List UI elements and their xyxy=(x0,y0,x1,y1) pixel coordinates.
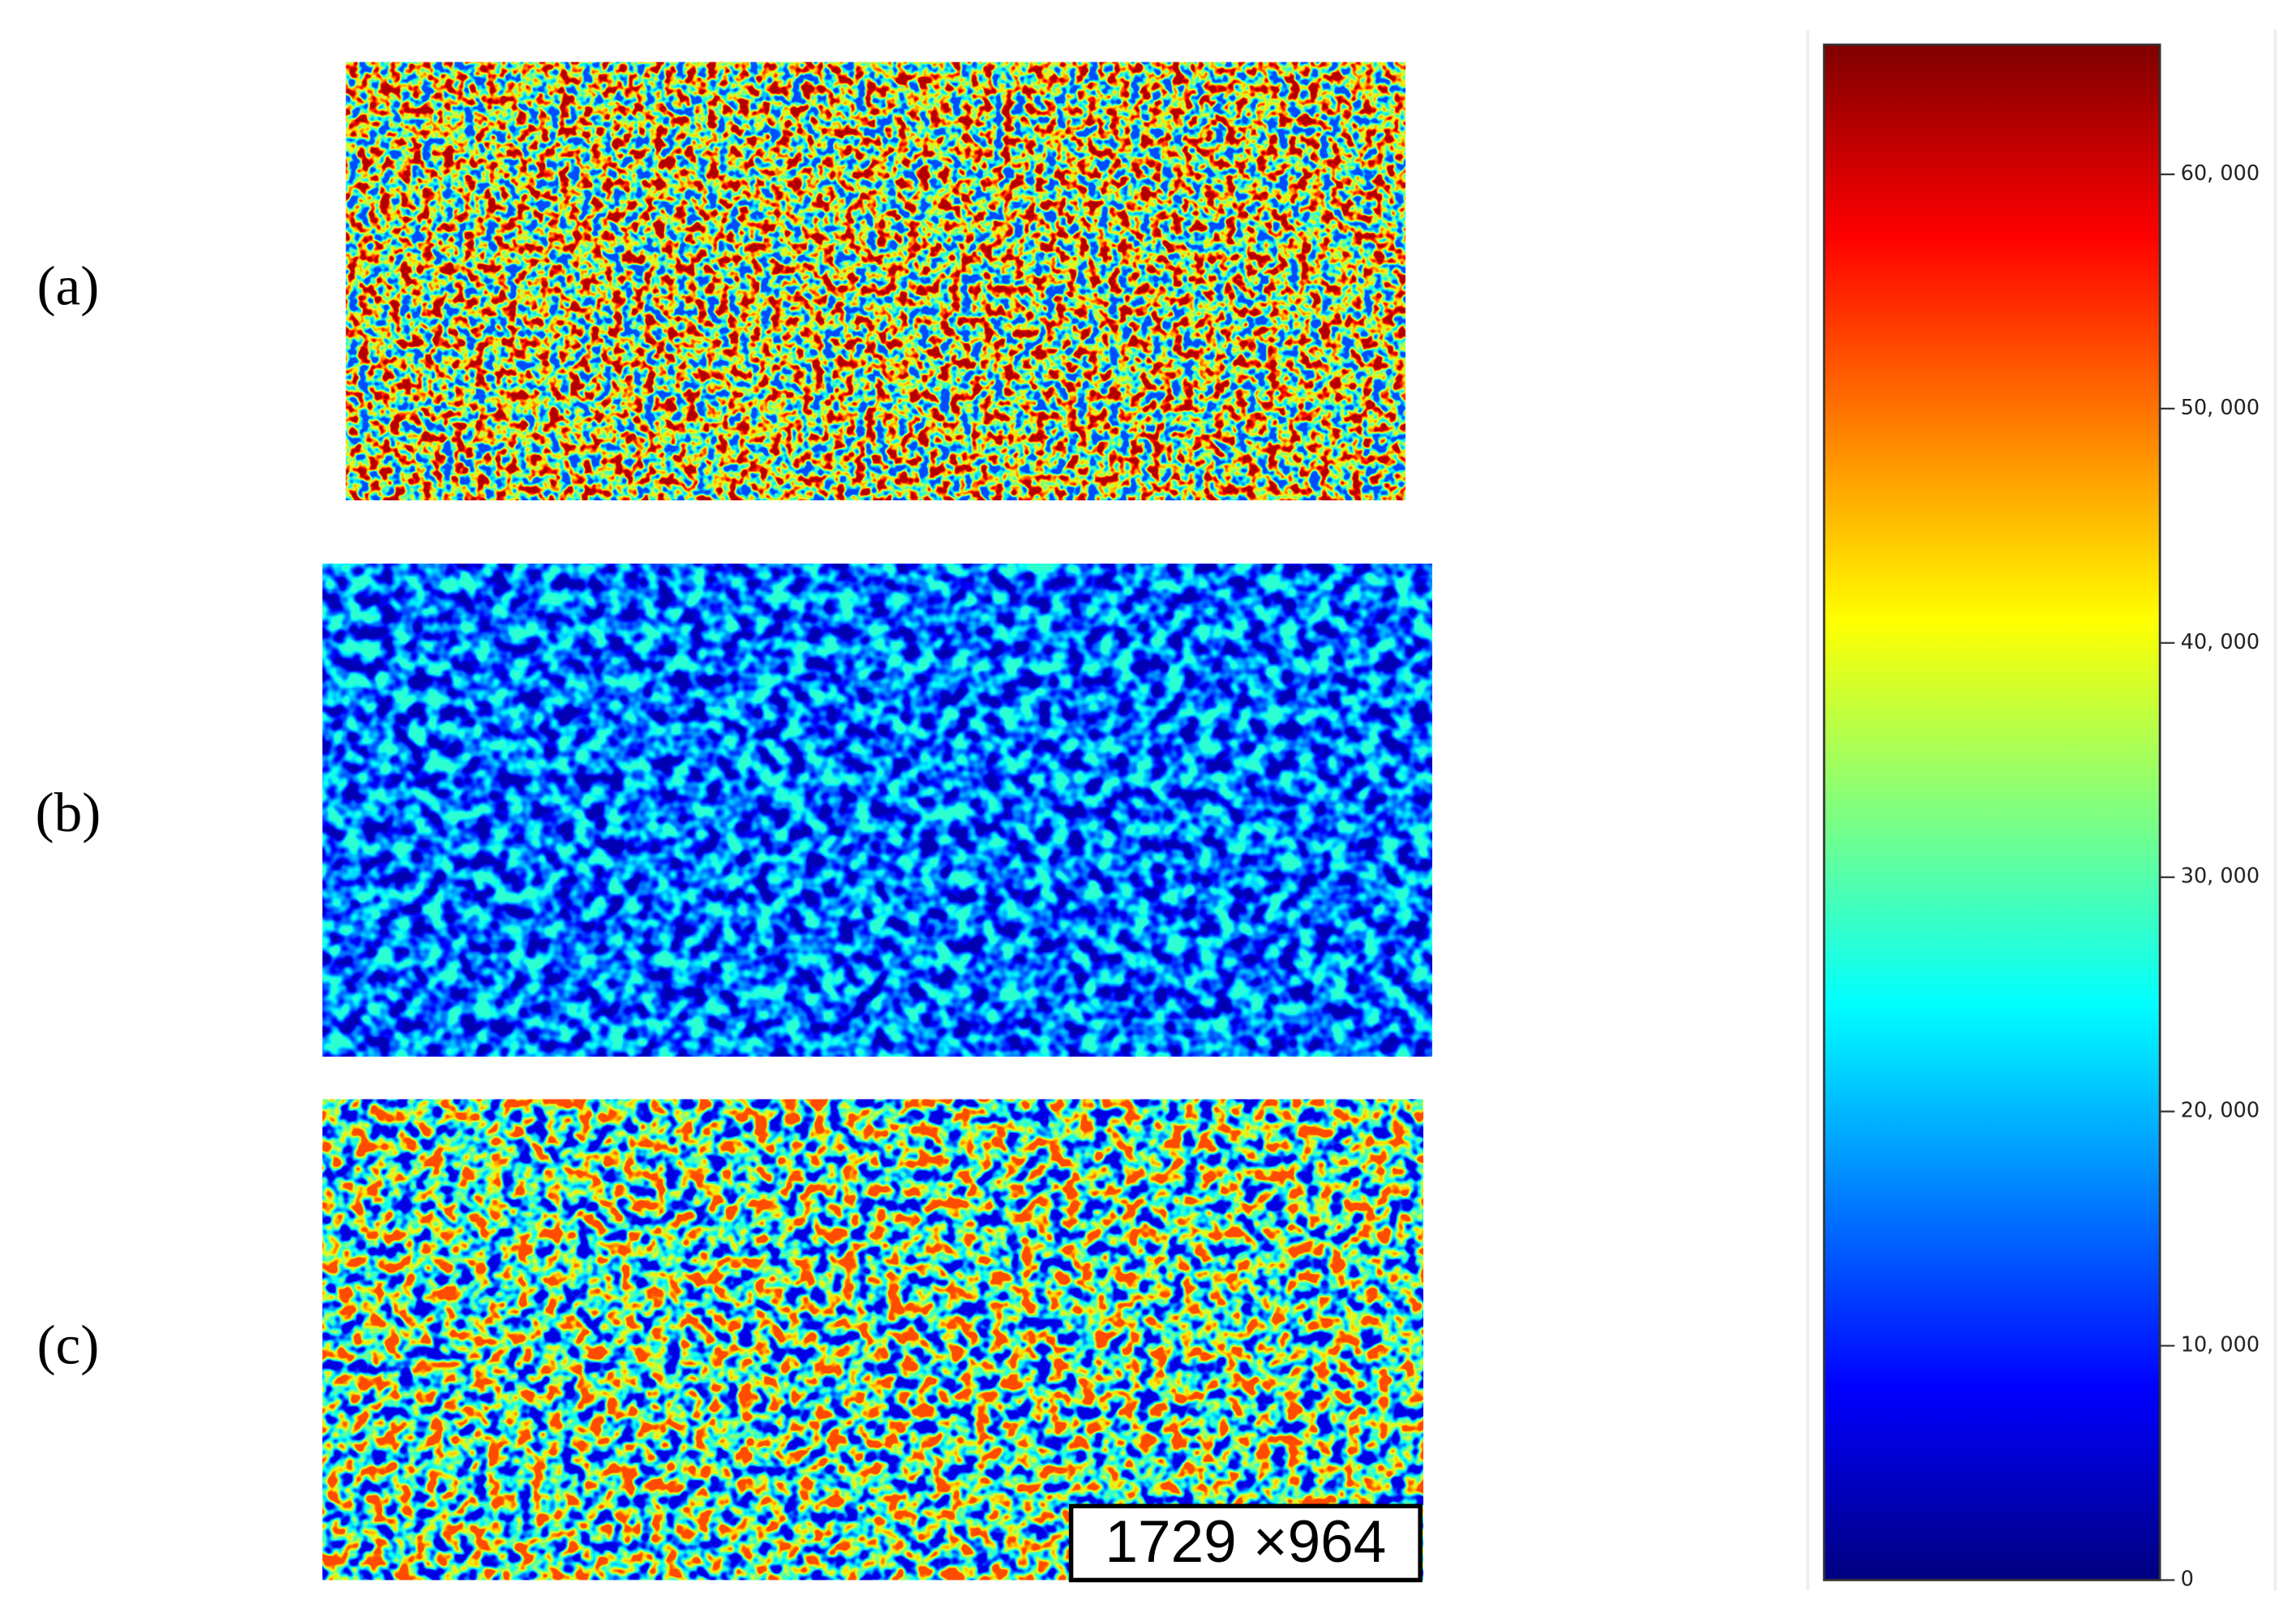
tick-label: 40, 000 xyxy=(2181,630,2260,654)
tick-label: 60, 000 xyxy=(2181,161,2260,186)
tick-label: 30, 000 xyxy=(2181,864,2260,889)
tick-label: 10, 000 xyxy=(2181,1333,2260,1357)
tick-label: 0 xyxy=(2181,1567,2194,1591)
panel-label: (b) xyxy=(36,781,101,843)
panel-label: (c) xyxy=(36,1314,99,1376)
annotation: 1729 ×964 xyxy=(1105,1509,1386,1575)
tick-label: 50, 000 xyxy=(2181,396,2260,420)
panel-label: (a) xyxy=(36,255,99,317)
heatmap-panel xyxy=(322,564,1432,1057)
colorbar xyxy=(1822,43,2161,1581)
heatmap-panel xyxy=(322,1099,1423,1580)
heatmap-panel xyxy=(345,62,1405,500)
tick-label: 20, 000 xyxy=(2181,1099,2260,1123)
annotation-box xyxy=(1068,1503,1423,1583)
